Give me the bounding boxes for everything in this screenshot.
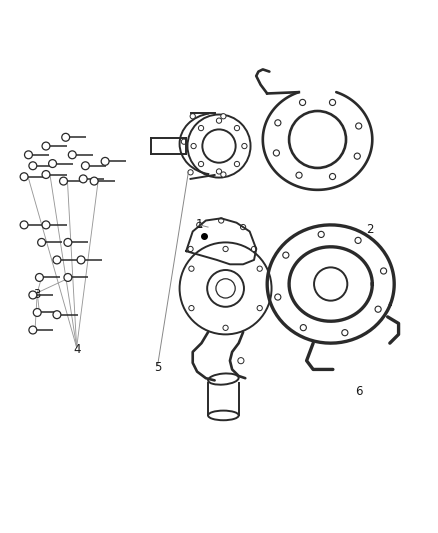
Circle shape [20,173,28,181]
Circle shape [42,142,50,150]
Circle shape [29,291,37,299]
Circle shape [188,169,193,175]
Circle shape [64,238,72,246]
Circle shape [342,329,348,336]
Circle shape [90,177,98,185]
Circle shape [283,252,289,258]
Circle shape [42,221,50,229]
Text: 2: 2 [366,223,374,236]
Circle shape [354,153,360,159]
Text: 5: 5 [154,361,161,374]
Circle shape [181,139,187,144]
Circle shape [381,268,387,274]
Circle shape [223,325,228,330]
Circle shape [189,305,194,311]
Circle shape [234,161,240,167]
Circle shape [49,159,57,167]
Circle shape [25,151,32,159]
Circle shape [356,123,362,129]
Circle shape [216,169,222,174]
Circle shape [257,305,262,311]
Circle shape [219,218,224,223]
Circle shape [33,309,41,317]
Text: 4: 4 [73,343,81,356]
Circle shape [79,175,87,183]
Text: 3: 3 [34,288,41,302]
Circle shape [221,114,226,119]
Circle shape [62,133,70,141]
Circle shape [60,177,67,185]
Circle shape [275,120,281,126]
Circle shape [53,256,61,264]
Text: 1: 1 [195,219,203,231]
Circle shape [190,114,195,119]
Circle shape [238,358,244,364]
Circle shape [221,172,226,177]
Circle shape [223,246,228,252]
Circle shape [257,266,262,271]
Circle shape [35,273,43,281]
Circle shape [198,161,204,167]
Circle shape [64,273,72,281]
Circle shape [81,162,89,169]
Circle shape [42,171,50,179]
Circle shape [198,125,204,131]
Circle shape [242,143,247,149]
Circle shape [300,325,306,330]
Circle shape [29,162,37,169]
Circle shape [188,246,193,252]
Circle shape [29,326,37,334]
Circle shape [191,143,196,149]
Circle shape [101,157,109,165]
Circle shape [240,224,246,230]
Circle shape [68,151,76,159]
Circle shape [273,150,279,156]
Circle shape [355,237,361,244]
Circle shape [318,231,324,238]
Circle shape [53,311,61,319]
Circle shape [296,172,302,178]
Circle shape [234,125,240,131]
Circle shape [20,221,28,229]
Circle shape [216,118,222,123]
Circle shape [329,173,336,180]
Circle shape [375,306,381,312]
Circle shape [300,99,306,106]
Circle shape [38,238,46,246]
Circle shape [329,99,336,106]
Circle shape [197,222,202,228]
Circle shape [189,266,194,271]
Circle shape [77,256,85,264]
Circle shape [251,246,257,252]
Circle shape [275,294,281,300]
Text: 6: 6 [355,385,363,398]
